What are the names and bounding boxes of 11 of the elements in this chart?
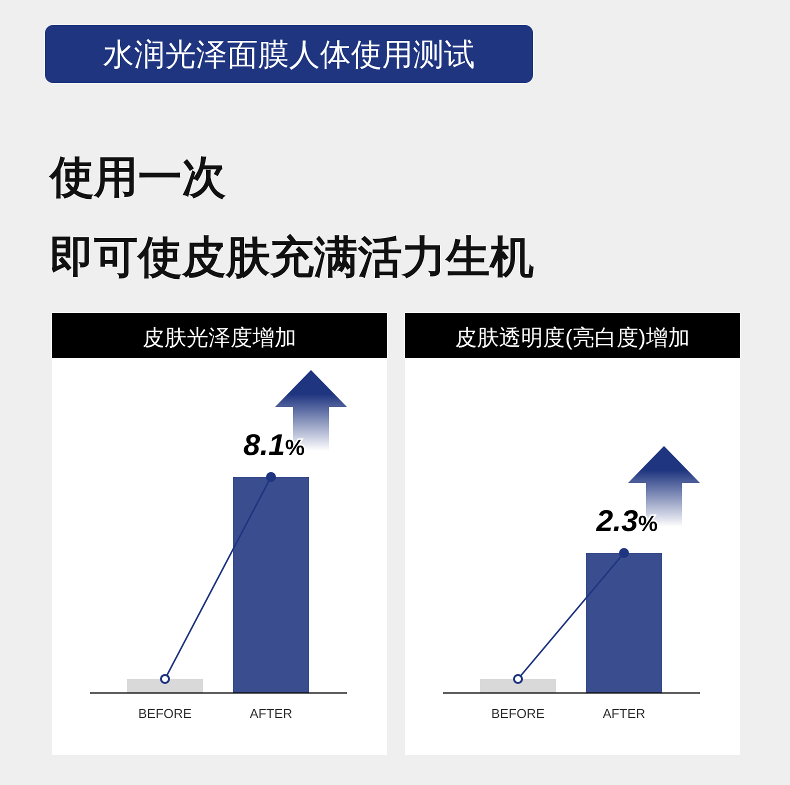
x-tick-label: BEFORE	[138, 706, 192, 721]
x-tick-label: BEFORE	[491, 706, 546, 721]
text: 2.3%	[595, 505, 658, 538]
x-tick-label: AFTER	[602, 706, 646, 721]
text: 即可使皮肤充满活力生机	[50, 233, 534, 282]
x-tick-label: AFTER	[250, 706, 292, 721]
text: 8.1%	[243, 429, 305, 462]
text: 使用一次	[48, 153, 226, 202]
text: 水润光泽面膜人体使用测试	[103, 37, 475, 72]
chart-title: 皮肤透明度(亮白度)增加	[455, 325, 690, 350]
chart-title: 皮肤光泽度增加	[142, 325, 296, 350]
